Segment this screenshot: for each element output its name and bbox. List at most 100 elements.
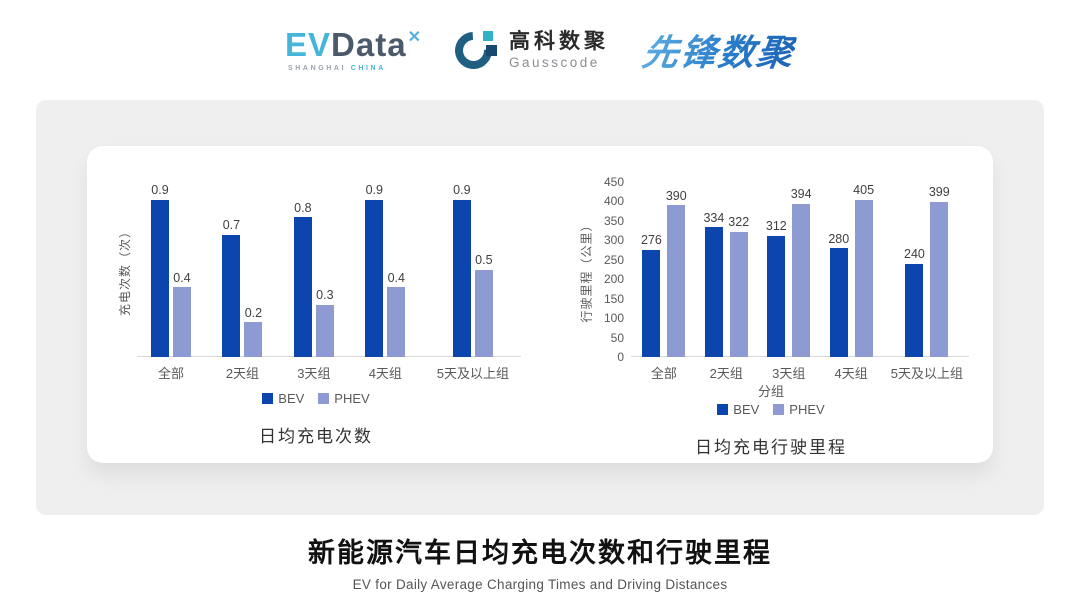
bar-value-label: 240 [904, 247, 925, 262]
bar-bev [222, 234, 241, 357]
chart-daily-driving-distance: 行驶里程（公里） 0 50 100 150 200 250 300 350 400 450 276… [573, 160, 969, 463]
evdata-subtext: SHANGHAI CHINA [285, 65, 386, 72]
bar-value-label: 0.7 [222, 218, 241, 232]
gausscode-text: 高科数聚 Gausscode [509, 30, 609, 70]
y-axis-tick: 450 [603, 175, 624, 189]
y-axis-tick: 350 [603, 213, 624, 228]
bar-value-label: 0.9 [365, 183, 383, 197]
footer: 新能源汽车日均充电次数和行驶里程 EV for Daily Average Ch… [0, 531, 1080, 592]
bar-with-label: 0.7 [222, 218, 241, 357]
chart-title: 日均充电行驶里程 [695, 438, 847, 457]
bar-with-label: 0.9 [452, 184, 471, 357]
legend-label: PHEV [334, 391, 370, 406]
bar-value-label: 399 [928, 185, 950, 200]
pioneer-wordmark: 先锋数聚 [639, 24, 798, 76]
chart-body: 充电次数（次） 0.9 0.4 全部 0.7 0.2 2天组 0.8 0.3 3天组 0.9 0.4… [111, 160, 521, 381]
y-axis-tick: 400 [603, 194, 624, 209]
bar-value-label: 0.5 [475, 253, 493, 267]
bar-bev [767, 235, 786, 357]
gausscode-en-text: Gausscode [508, 55, 600, 71]
x-axis-category-label: 3天组 [772, 366, 806, 381]
gausscode-g-icon [447, 24, 500, 77]
bar-value-label: 280 [828, 231, 850, 246]
bar-bev [293, 217, 312, 357]
evdata-data-text: Data [331, 26, 407, 63]
bar-with-label: 0.4 [387, 271, 406, 357]
evdata-ev-text: EV [285, 26, 332, 63]
y-axis-title: 行驶里程（公里） [579, 218, 594, 323]
bar-phev [387, 287, 406, 357]
bar-pair: 0.9 0.5 [452, 184, 493, 357]
bar-bev [452, 199, 471, 357]
legend-swatch [318, 393, 330, 404]
x-axis-title: 分组 [757, 384, 784, 399]
x-axis-category-label: 2天组 [225, 366, 260, 381]
legend-item-bev: BEV [717, 402, 759, 417]
bar-bev [365, 199, 384, 357]
x-axis-category-label: 4天组 [368, 366, 402, 381]
bar-pair: 240 399 [904, 186, 950, 357]
bar-pair: 0.8 0.3 [293, 201, 334, 357]
bar-group: 0.8 0.3 3天组 [293, 201, 334, 381]
legend-swatch [773, 404, 785, 415]
bar-phev [854, 199, 873, 357]
bar-bev [829, 248, 848, 357]
bar-group: 280 405 4天组 [828, 184, 874, 381]
chart-daily-charging-times: 充电次数（次） 0.9 0.4 全部 0.7 0.2 2天组 0.8 0.3 3天组 0.9 0.4… [111, 160, 521, 463]
header-logos: EVData✕ SHANGHAI CHINA 高科数聚 Gausscode 先锋… [0, 16, 1080, 84]
bar-pair: 0.9 0.4 [365, 183, 406, 357]
bar-group: 240 399 5天及以上组 [891, 186, 963, 381]
bar-value-label: 0.3 [316, 288, 334, 302]
bar-value-label: 0.9 [151, 183, 169, 197]
bar-bev [704, 227, 723, 357]
bar-value-label: 334 [703, 210, 725, 225]
y-axis-tick: 250 [603, 252, 624, 267]
bar-group: 0.9 0.4 4天组 [365, 183, 406, 381]
y-axis-tick: 50 [610, 330, 624, 345]
y-axis-tick: 200 [603, 272, 624, 287]
bar-with-label: 240 [904, 248, 925, 357]
bar-with-label: 394 [791, 188, 812, 357]
bar-pair: 334 322 [703, 212, 749, 357]
bar-phev [315, 304, 334, 357]
legend-label: PHEV [789, 402, 825, 417]
bar-pair: 280 405 [828, 184, 874, 357]
bar-value-label: 390 [665, 188, 687, 203]
chart-title: 日均充电次数 [259, 427, 373, 446]
page-subtitle: EV for Daily Average Charging Times and … [352, 577, 728, 592]
bar-group: 334 322 2天组 [703, 212, 749, 381]
g-square-navy [485, 45, 497, 56]
legend-item-phev: PHEV [773, 402, 825, 417]
bar-pair: 276 390 [641, 190, 687, 357]
evdata-subtext-shanghai: SHANGHAI [288, 65, 351, 72]
bar-phev [244, 322, 263, 357]
y-axis-title-column: 行驶里程（公里） [573, 160, 599, 381]
bar-bev [642, 249, 661, 357]
bar-value-label: 394 [790, 187, 812, 202]
bar-with-label: 280 [828, 233, 849, 357]
plot-area: 276 390 全部 334 322 2天组 312 394 3天组 280 405 4天组 240 39… [631, 160, 969, 381]
evdata-wordmark: EVData✕ [285, 28, 421, 61]
bar-with-label: 0.2 [244, 305, 263, 357]
x-axis-category-label: 4天组 [834, 366, 868, 381]
chart-body: 行驶里程（公里） 0 50 100 150 200 250 300 350 400 450 276… [573, 160, 969, 381]
y-axis-title: 充电次数（次） [117, 224, 132, 317]
bar-group: 312 394 3天组 [766, 188, 812, 381]
gausscode-cn-text: 高科数聚 [508, 29, 609, 53]
bar-phev [667, 205, 686, 357]
evdata-logo: EVData✕ SHANGHAI CHINA [285, 28, 421, 72]
bar-value-label: 0.2 [244, 305, 263, 320]
bar-phev [729, 231, 748, 357]
bar-bev [905, 263, 924, 357]
bar-group: 0.7 0.2 2天组 [222, 218, 263, 381]
charts-card: 充电次数（次） 0.9 0.4 全部 0.7 0.2 2天组 0.8 0.3 3天组 0.9 0.4… [87, 146, 993, 463]
legend-label: BEV [278, 391, 305, 406]
y-axis-tick: 300 [603, 233, 624, 248]
charts-panel: 充电次数（次） 0.9 0.4 全部 0.7 0.2 2天组 0.8 0.3 3天组 0.9 0.4… [36, 100, 1044, 515]
bar-bev [151, 199, 169, 357]
bar-phev [474, 269, 493, 357]
bar-pair: 0.9 0.4 [151, 184, 191, 357]
y-axis-ticks: 0 50 100 150 200 250 300 350 400 450 [599, 160, 631, 381]
x-axis-category-label: 5天及以上组 [436, 366, 509, 381]
legend-item-bev: BEV [262, 391, 304, 406]
